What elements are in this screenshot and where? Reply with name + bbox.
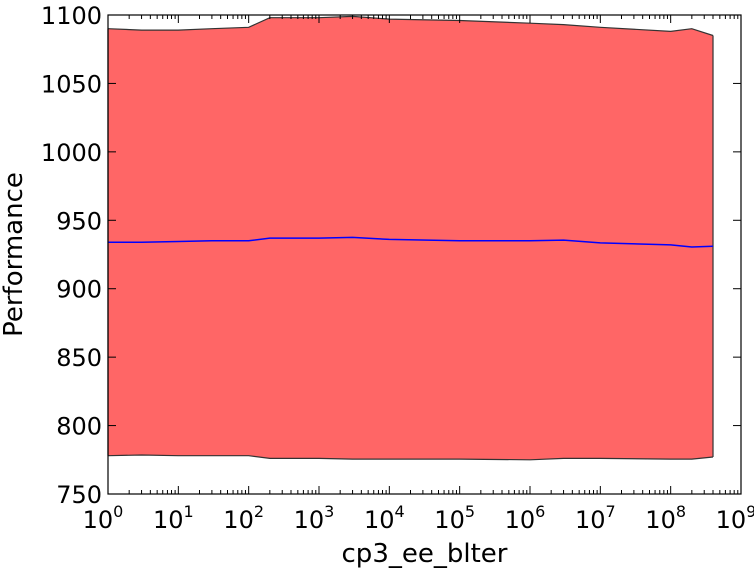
lower-bound-line <box>107 454 714 461</box>
x-tick-exponent: 3 <box>324 502 334 521</box>
upper-bound-line <box>107 15 714 37</box>
x-tick-base: 10 <box>223 506 254 534</box>
mean-line <box>108 236 714 248</box>
x-tick-base: 10 <box>645 506 676 534</box>
x-tick-exponent: 5 <box>465 502 475 521</box>
x-tick-label: 100 <box>83 502 124 534</box>
x-tick-exponent: 6 <box>535 502 545 521</box>
x-tick-exponent: 7 <box>606 502 616 521</box>
x-tick-label: 105 <box>434 502 475 534</box>
x-tick-label: 101 <box>153 502 194 534</box>
x-tick-base: 10 <box>294 506 325 534</box>
x-tick-label: 103 <box>294 502 335 534</box>
x-tick-base: 10 <box>575 506 606 534</box>
x-tick-exponent: 8 <box>676 502 686 521</box>
x-tick-exponent: 4 <box>395 502 405 521</box>
plot-frame <box>107 14 742 495</box>
x-tick-exponent: 1 <box>184 502 194 521</box>
y-tick-label: 1050 <box>41 70 102 98</box>
x-tick-exponent: 0 <box>113 502 123 521</box>
x-tick-label: 106 <box>505 502 546 534</box>
y-tick-label: 800 <box>56 413 102 441</box>
y-tick-label: 1000 <box>41 139 102 167</box>
plot-layer <box>107 15 714 461</box>
x-tick-label: 108 <box>645 502 686 534</box>
x-tick-label: 104 <box>364 502 405 534</box>
y-tick-label: 850 <box>56 344 102 372</box>
x-tick-label: 102 <box>223 502 264 534</box>
y-axis-title: Performance <box>0 172 29 337</box>
y-tick-label: 950 <box>56 207 102 235</box>
y-tick-label: 900 <box>56 276 102 304</box>
x-tick-base: 10 <box>364 506 395 534</box>
x-tick-base: 10 <box>505 506 536 534</box>
x-tick-exponent: 2 <box>254 502 264 521</box>
x-tick-base: 10 <box>83 506 114 534</box>
x-tick-label: 109 <box>716 502 754 534</box>
x-tick-label: 107 <box>575 502 616 534</box>
x-tick-exponent: 9 <box>746 502 754 521</box>
y-tick-label: 750 <box>56 481 102 509</box>
x-tick-base: 10 <box>716 506 747 534</box>
x-axis-title: cp3_ee_blter <box>342 539 508 569</box>
std-band <box>108 16 713 460</box>
ticks-layer: 100 101 102 103 104 105 106 107 108 1097508008509… <box>41 2 754 534</box>
x-tick-base: 10 <box>153 506 184 534</box>
x-tick-base: 10 <box>434 506 465 534</box>
y-tick-label: 1100 <box>41 2 102 30</box>
